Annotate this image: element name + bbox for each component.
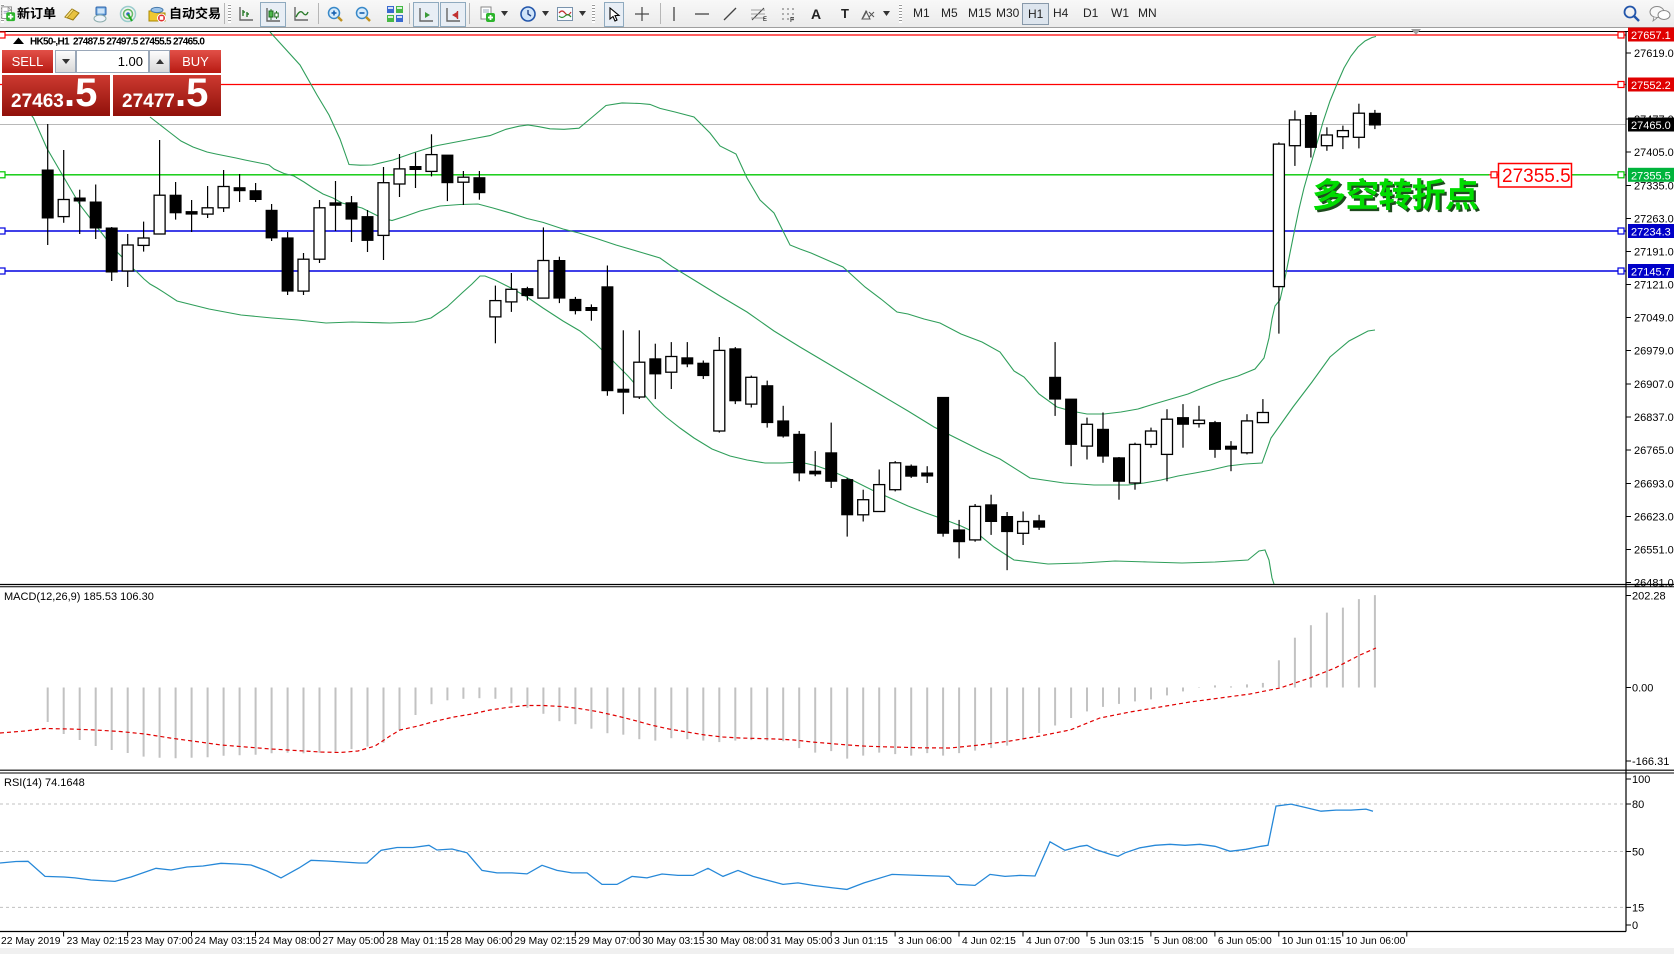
svg-text:27619.0: 27619.0 (1634, 48, 1674, 60)
svg-text:30 May 08:00: 30 May 08:00 (706, 936, 769, 947)
svg-text:30 May 03:15: 30 May 03:15 (642, 936, 705, 947)
svg-text:26693.0: 26693.0 (1634, 479, 1674, 491)
svg-text:23 May 02:15: 23 May 02:15 (67, 936, 130, 947)
svg-text:24 May 03:15: 24 May 03:15 (195, 936, 258, 947)
svg-text:6 Jun 05:00: 6 Jun 05:00 (1218, 936, 1272, 947)
svg-text:24 May 08:00: 24 May 08:00 (259, 936, 322, 947)
svg-text:26551.0: 26551.0 (1634, 545, 1674, 557)
svg-text:27552.2: 27552.2 (1631, 80, 1671, 92)
svg-text:26837.0: 26837.0 (1634, 412, 1674, 424)
svg-text:MACD(12,26,9) 185.53 106.30: MACD(12,26,9) 185.53 106.30 (4, 591, 154, 603)
svg-text:HK50-,H1 27487.5 27497.5 2745: HK50-,H1 27487.5 27497.5 27455.5 27465.0 (30, 37, 205, 48)
svg-text:27335.0: 27335.0 (1634, 181, 1674, 193)
svg-text:27191.0: 27191.0 (1634, 247, 1674, 259)
svg-text:27355.5: 27355.5 (1631, 170, 1671, 182)
svg-text:F: F (790, 17, 794, 22)
svg-text:29 May 07:00: 29 May 07:00 (578, 936, 641, 947)
svg-text:27049.0: 27049.0 (1634, 313, 1674, 325)
svg-text:27145.7: 27145.7 (1631, 267, 1671, 279)
svg-text:22 May 2019: 22 May 2019 (1, 936, 61, 947)
svg-text:15: 15 (1632, 902, 1644, 914)
svg-text:27405.0: 27405.0 (1634, 147, 1674, 159)
svg-text:202.28: 202.28 (1632, 591, 1666, 603)
svg-text:27 May 05:00: 27 May 05:00 (322, 936, 385, 947)
svg-text:26623.0: 26623.0 (1634, 512, 1674, 524)
svg-text:E: E (763, 17, 767, 22)
svg-text:10 Jun 01:15: 10 Jun 01:15 (1282, 936, 1342, 947)
svg-text:50: 50 (1632, 847, 1644, 859)
svg-text:27465.0: 27465.0 (1631, 120, 1671, 132)
svg-text:27355.5: 27355.5 (1502, 166, 1571, 187)
svg-text:0.00: 0.00 (1632, 683, 1653, 695)
svg-text:4 Jun 02:15: 4 Jun 02:15 (962, 936, 1016, 947)
svg-text:23 May 07:00: 23 May 07:00 (131, 936, 194, 947)
svg-text:3 Jun 01:15: 3 Jun 01:15 (834, 936, 888, 947)
svg-text:4 Jun 07:00: 4 Jun 07:00 (1026, 936, 1080, 947)
svg-text:26765.0: 26765.0 (1634, 445, 1674, 457)
svg-text:27263.0: 27263.0 (1634, 214, 1674, 226)
svg-text:28 May 01:15: 28 May 01:15 (386, 936, 449, 947)
svg-text:28 May 06:00: 28 May 06:00 (450, 936, 513, 947)
svg-text:31 May 05:00: 31 May 05:00 (770, 936, 833, 947)
svg-text:-166.31: -166.31 (1632, 756, 1669, 768)
svg-text:0: 0 (1632, 920, 1638, 932)
svg-text:27234.3: 27234.3 (1631, 227, 1671, 239)
svg-text:80: 80 (1632, 799, 1644, 811)
svg-text:27657.1: 27657.1 (1631, 30, 1671, 42)
svg-text:29 May 02:15: 29 May 02:15 (514, 936, 577, 947)
svg-text:100: 100 (1632, 774, 1650, 786)
svg-text:3 Jun 06:00: 3 Jun 06:00 (898, 936, 952, 947)
svg-text:5 Jun 08:00: 5 Jun 08:00 (1154, 936, 1208, 947)
svg-text:26979.0: 26979.0 (1634, 346, 1674, 358)
svg-text:26481.0: 26481.0 (1634, 578, 1674, 590)
svg-text:27121.0: 27121.0 (1634, 280, 1674, 292)
svg-text:26907.0: 26907.0 (1634, 379, 1674, 391)
svg-text:5 Jun 03:15: 5 Jun 03:15 (1090, 936, 1144, 947)
svg-text:RSI(14) 74.1648: RSI(14) 74.1648 (4, 777, 85, 789)
svg-text:10 Jun 06:00: 10 Jun 06:00 (1346, 936, 1406, 947)
